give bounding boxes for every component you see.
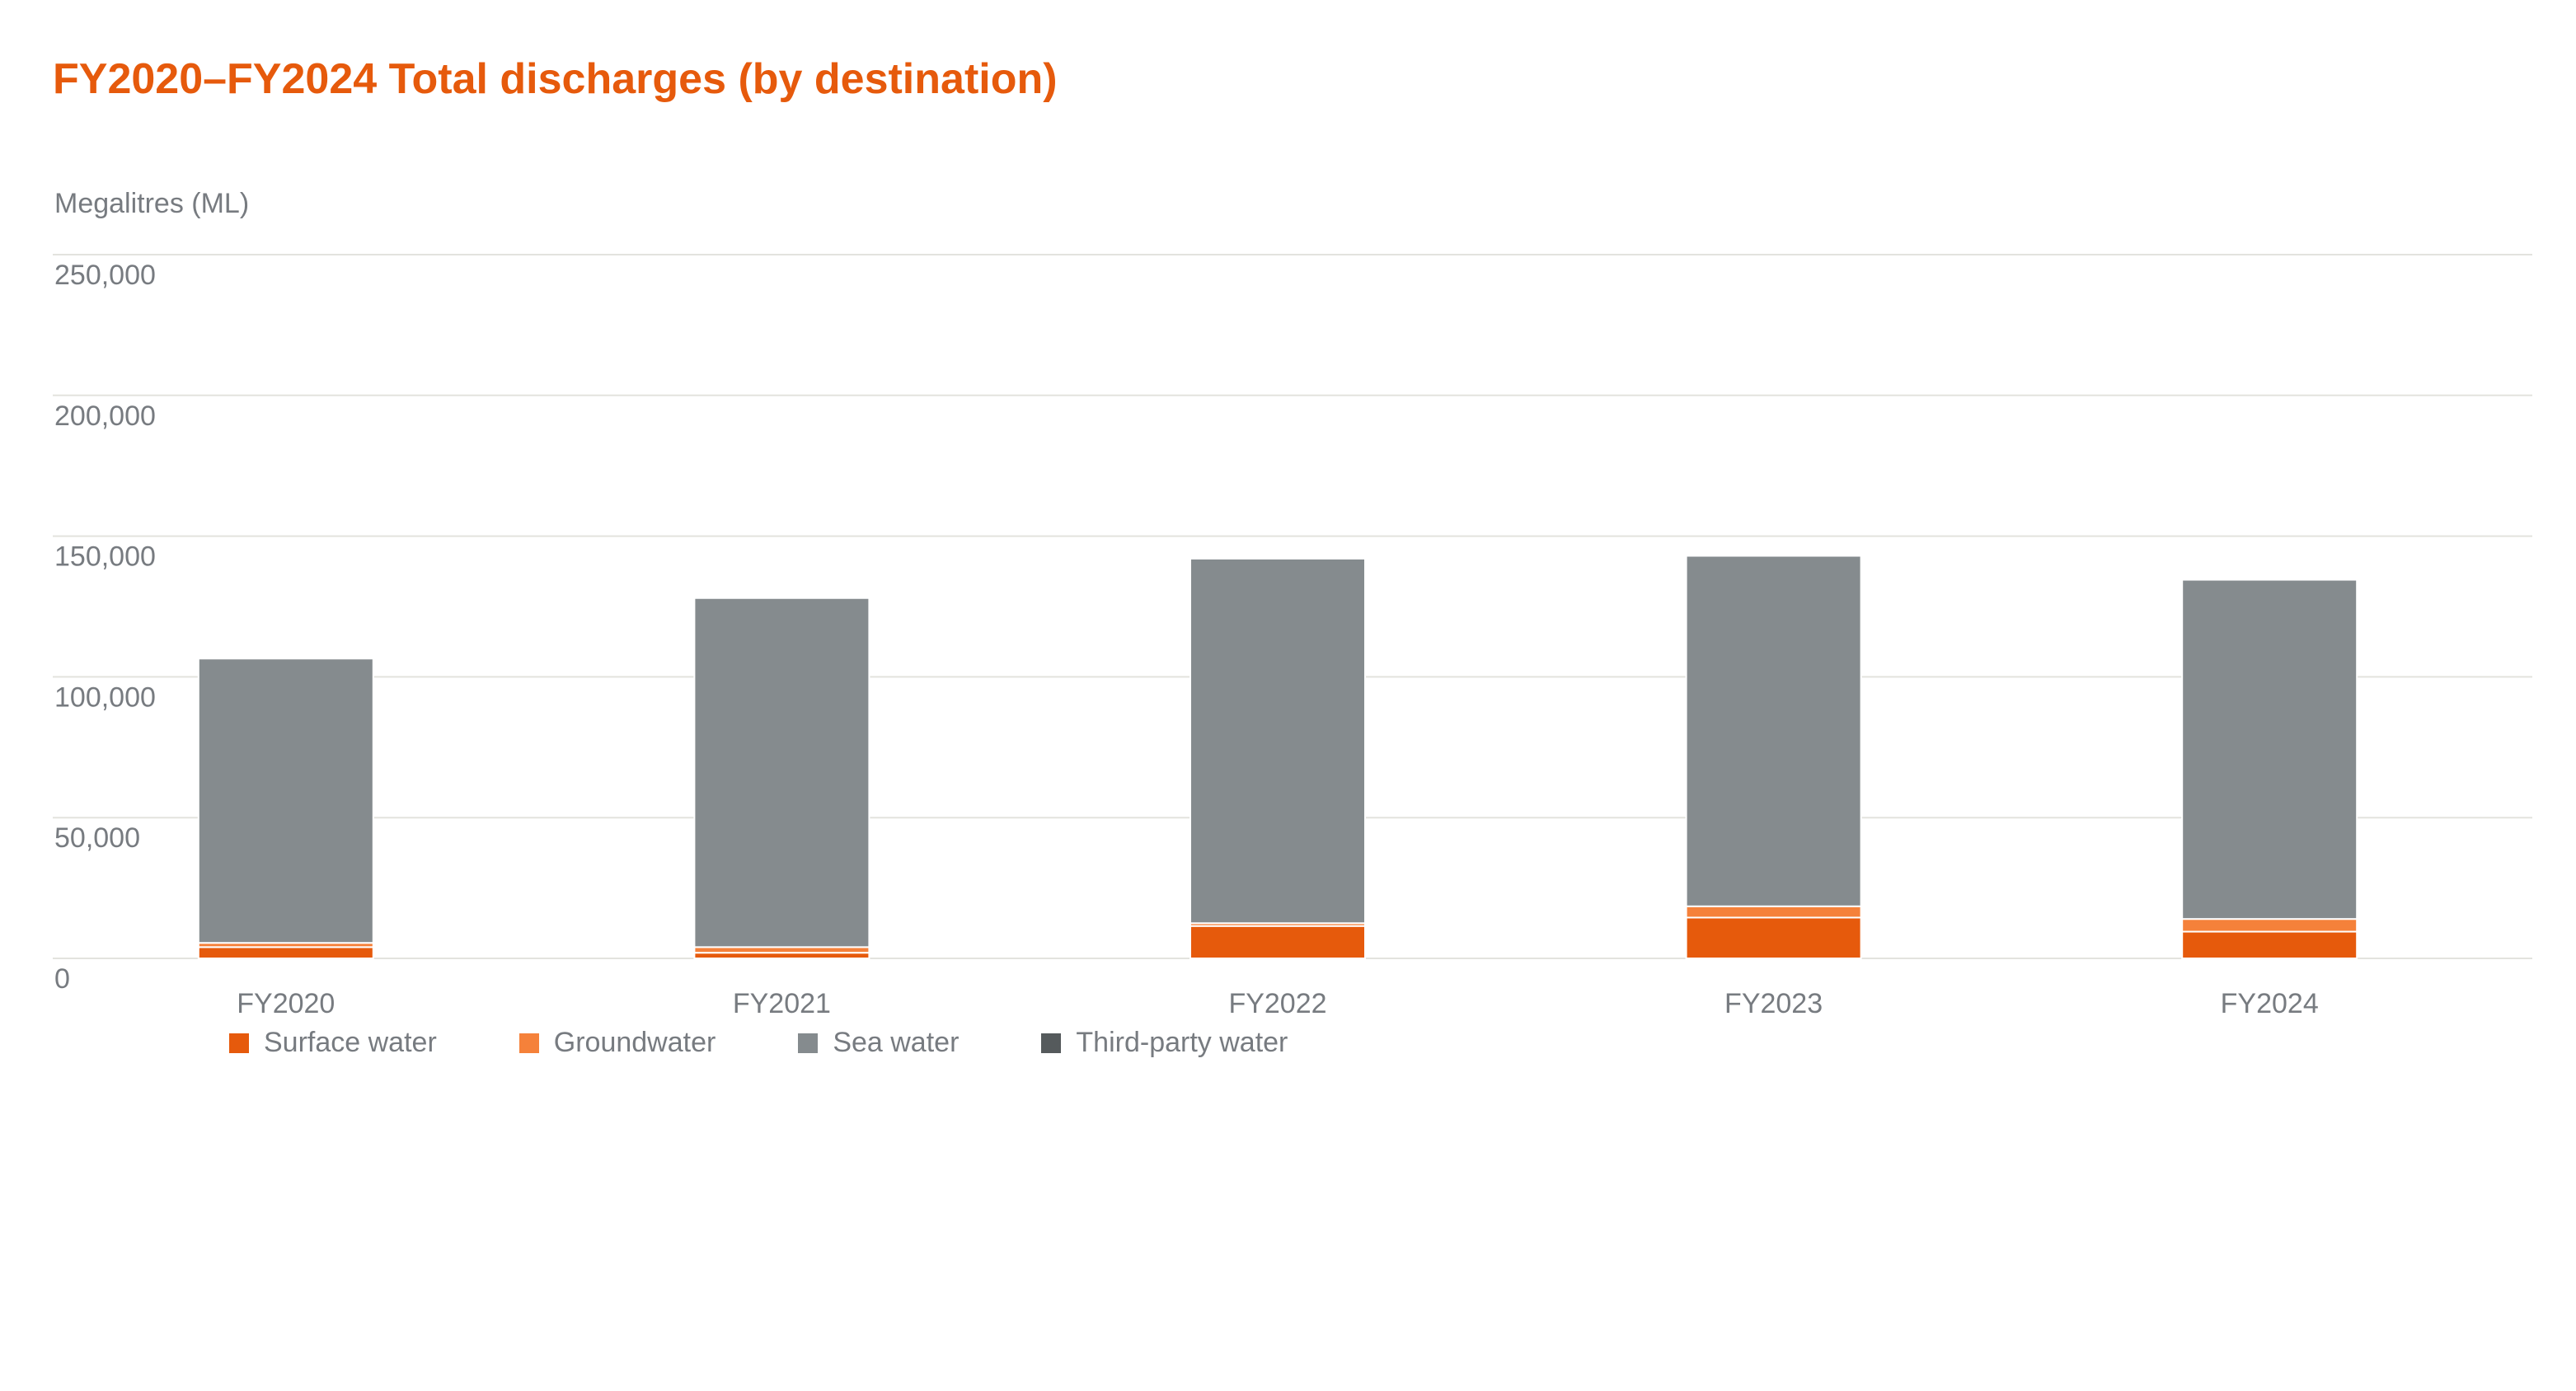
bar-segment <box>1685 555 1862 907</box>
legend-item: Third-party water <box>1041 1027 1288 1059</box>
legend-swatch <box>518 1033 539 1053</box>
y-tick-label: 250,000 <box>54 260 156 291</box>
bar-segment <box>197 658 374 944</box>
bars <box>197 555 2358 960</box>
bar-segment <box>1189 557 1366 925</box>
bar-segment <box>693 597 870 948</box>
y-tick-label: 150,000 <box>54 541 156 573</box>
legend: Surface water Groundwater Sea water Third-p… <box>229 1027 1370 1059</box>
y-tick-label: 200,000 <box>54 400 156 432</box>
legend-item: Groundwater <box>518 1027 716 1059</box>
legend-item: Sea water <box>798 1027 959 1059</box>
x-axis-ticks: FY2020 FY2021 FY2022 FY2023 FY2024 <box>237 988 2318 1019</box>
y-axis-label: Megalitres (ML) <box>54 188 250 219</box>
y-axis-ticks: 0 50,000 100,000 150,000 200,000 250,000 <box>54 260 156 995</box>
x-tick-label: FY2024 <box>2221 988 2319 1019</box>
bar-segment <box>1685 905 1862 919</box>
bar-segment <box>693 952 870 959</box>
legend-swatch <box>229 1033 249 1053</box>
y-tick-label: 0 <box>54 963 70 995</box>
bar-segment <box>1685 916 1862 960</box>
bar-segment <box>2181 930 2358 959</box>
x-tick-label: FY2020 <box>237 988 335 1019</box>
legend-label: Sea water <box>833 1027 960 1058</box>
bar-segment <box>1189 925 1366 959</box>
legend-swatch <box>1041 1033 1062 1053</box>
y-tick-label: 100,000 <box>54 681 156 713</box>
legend-swatch <box>798 1033 819 1053</box>
bar-chart: 0 50,000 100,000 150,000 200,000 250,000 FY20… <box>53 254 2532 1019</box>
legend-item: Surface water <box>229 1027 437 1059</box>
bar-segment <box>2181 578 2358 920</box>
y-tick-label: 50,000 <box>54 822 140 854</box>
chart-title: FY2020–FY2024 Total discharges (by desti… <box>53 55 1058 103</box>
legend-label: Groundwater <box>553 1027 716 1058</box>
bar-segment <box>693 946 870 954</box>
bar-segment <box>197 946 374 960</box>
x-tick-label: FY2021 <box>733 988 831 1019</box>
bar-segment <box>2181 918 2358 933</box>
legend-label: Third-party water <box>1076 1027 1288 1058</box>
legend-label: Surface water <box>264 1027 437 1058</box>
x-tick-label: FY2022 <box>1228 988 1326 1019</box>
x-tick-label: FY2023 <box>1724 988 1823 1019</box>
